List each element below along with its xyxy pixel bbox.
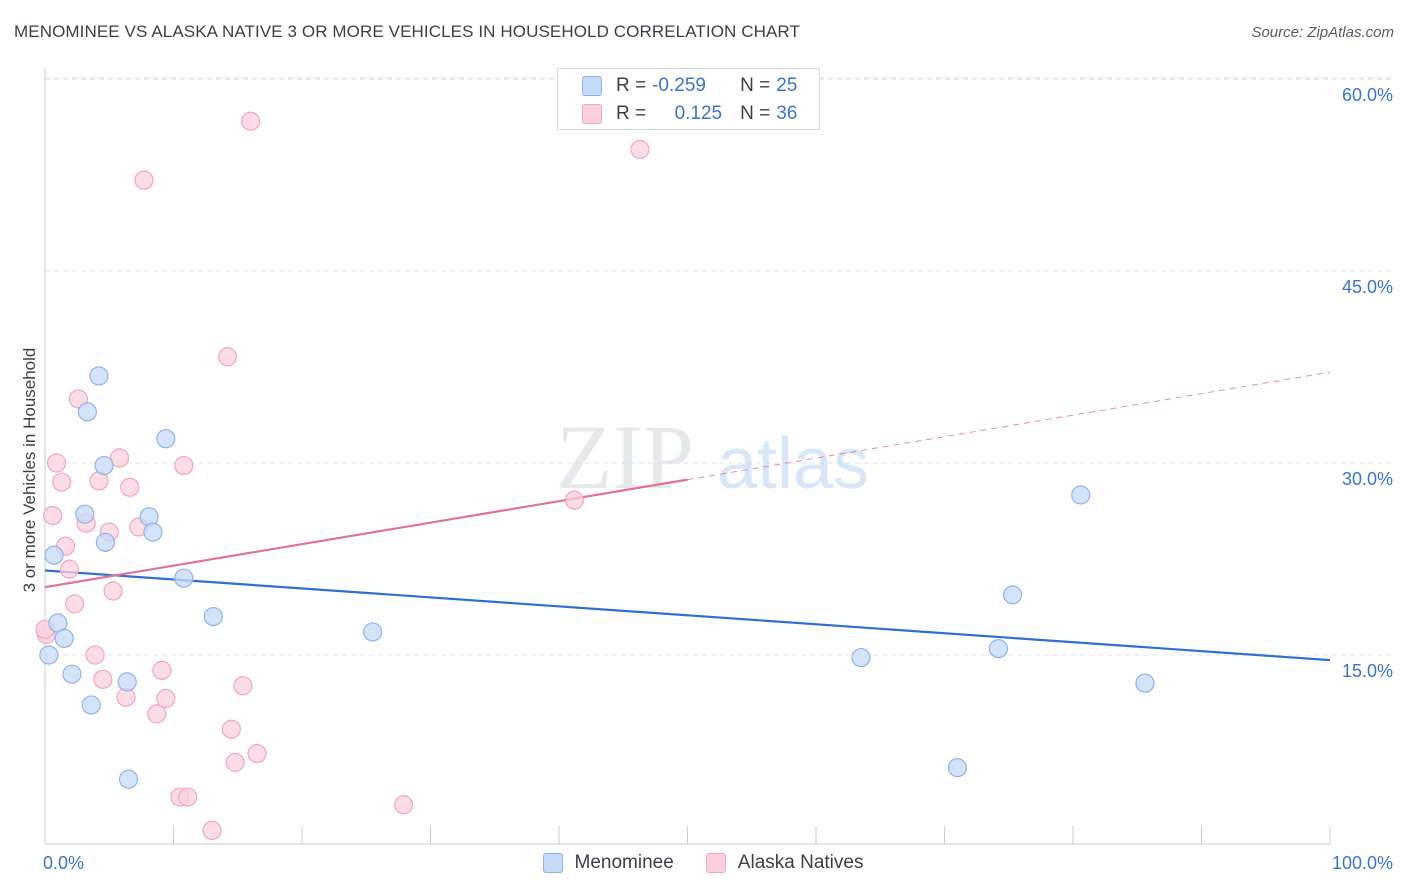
point-alaska [64,594,85,614]
point-menominee [156,429,176,449]
legend-row-alaska: R = 0.125 N = 36 [582,101,797,127]
series-swatch-alaska [705,853,726,873]
point-menominee [174,568,194,588]
y-tick-label: 30.0% [1342,469,1393,489]
series-swatch-menominee [542,853,563,873]
point-alaska [85,645,105,665]
point-alaska [221,719,241,739]
y-tick-label: 15.0% [1342,661,1393,681]
point-alaska [156,688,176,709]
chart-title: MENOMINEE VS ALASKA NATIVE 3 OR MORE VEH… [14,22,800,41]
x-tick-label: 100.0% [1332,853,1393,873]
legend-n-value: 25 [776,75,798,96]
series-legend-menominee[interactable]: Menominee [542,852,674,874]
point-menominee [89,366,109,386]
point-alaska [46,453,67,473]
point-alaska [59,559,80,579]
point-menominee [118,769,139,789]
series-label-menominee: Menominee [574,852,674,873]
point-menominee [988,638,1009,659]
point-alaska [393,795,414,815]
point-menominee [75,504,95,524]
x-tick-label: 0.0% [43,853,84,873]
legend-n-label: N = [740,75,771,96]
point-alaska [217,347,238,367]
series-label-alaska: Alaska Natives [737,852,864,873]
legend-n-value: 36 [776,103,798,124]
point-alaska [120,477,140,497]
legend-row-menominee: R = -0.259 N = 25 [582,73,797,99]
point-menominee [1135,673,1155,693]
point-menominee [947,758,967,778]
point-alaska [52,472,72,492]
point-menominee [95,532,115,552]
point-menominee [54,628,74,648]
legend-n-label: N = [740,103,771,124]
point-alaska [152,660,172,680]
legend-swatch-alaska [582,104,602,124]
point-menominee [81,695,101,715]
point-alaska [178,787,198,807]
legend-r-value: -0.259 [652,75,706,96]
source-label: Source: ZipAtlas.com [1251,24,1394,41]
point-alaska [241,111,261,131]
point-menominee [851,647,871,668]
watermark: ZIP atlas [556,406,869,508]
point-alaska [43,505,63,526]
legend-r-value: 0.125 [674,103,723,124]
axes [44,68,1331,845]
point-menominee [203,606,223,627]
point-alaska [147,704,167,724]
series-legend: Menominee Alaska Natives [0,852,1406,874]
trend-line-menominee [44,569,1331,662]
stats-legend: R = -0.259 N = 25 R = 0.125 N = 36 [557,68,820,130]
point-menominee [143,522,163,542]
point-alaska [233,676,253,696]
point-menominee [363,622,383,642]
point-menominee [1003,585,1023,605]
grid-lines [45,77,1395,656]
point-alaska [630,139,650,159]
point-alaska [202,820,222,840]
point-menominee [44,545,64,565]
legend-r-label: R = [616,103,647,124]
y-axis-title: 3 or more Vehicles in Household [20,347,39,593]
point-alaska [564,490,585,510]
point-menominee [77,402,98,422]
point-alaska [109,448,130,468]
legend-swatch-menominee [582,76,602,96]
point-alaska [174,455,194,476]
point-alaska [103,581,123,601]
watermark-atlas: atlas [717,424,869,504]
point-alaska [134,170,154,190]
trend-line-alaska-extension [687,371,1331,481]
point-alaska [225,752,245,773]
point-menominee [62,664,82,684]
point-menominee [117,672,137,692]
point-alaska [93,669,113,689]
point-menominee [39,645,59,665]
point-menominee [1071,485,1091,505]
data-points [35,111,1155,840]
y-tick-label: 60.0% [1342,85,1393,105]
point-alaska [247,743,267,764]
y-tick-label: 45.0% [1342,277,1393,297]
point-menominee [94,455,114,476]
tick-labels: 15.0% 30.0% 45.0% 60.0% 0.0% 100.0% [43,85,1393,873]
legend-r-label: R = [616,75,647,96]
series-legend-alaska[interactable]: Alaska Natives [705,852,864,874]
